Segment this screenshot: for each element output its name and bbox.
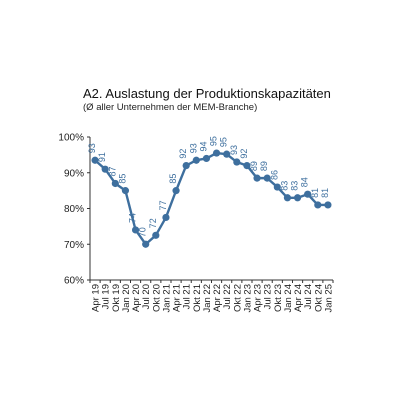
data-label: 81 <box>320 188 330 198</box>
data-label: 85 <box>168 174 178 184</box>
x-tick-label: Okt 20 <box>151 284 162 312</box>
data-point <box>121 187 130 195</box>
x-tick-label: Jan 22 <box>202 284 213 313</box>
data-point <box>101 165 109 173</box>
data-label: 93 <box>229 145 239 155</box>
y-tick-label: 100% <box>58 133 84 144</box>
data-label: 92 <box>239 149 249 159</box>
data-label: 85 <box>117 174 127 184</box>
data-point <box>243 162 251 170</box>
series-line <box>94 151 328 246</box>
x-tick-label: Jul 20 <box>141 284 152 309</box>
x-tick-label: Apr 22 <box>212 284 223 312</box>
data-label: 89 <box>259 161 269 171</box>
data-point <box>324 201 332 209</box>
x-tick-label: Jul 23 <box>263 284 274 309</box>
data-label: 83 <box>290 181 300 191</box>
x-tick-label: Jul 21 <box>182 284 193 309</box>
data-point <box>131 226 140 234</box>
data-point <box>202 154 211 163</box>
x-tick-label: Apr 24 <box>293 284 304 312</box>
data-point <box>142 240 150 248</box>
y-tick-label: 60% <box>64 276 84 287</box>
chart-subtitle: (Ø aller Unternehmen der MEM-Branche) <box>83 102 258 113</box>
data-label: 93 <box>87 143 97 153</box>
x-tick-label: Okt 19 <box>111 284 122 312</box>
data-point <box>283 194 292 202</box>
data-label: 70 <box>138 227 148 237</box>
data-point <box>293 194 302 202</box>
data-label: 87 <box>107 166 117 176</box>
data-label: 84 <box>300 177 310 187</box>
x-tick-label: Apr 21 <box>172 284 183 312</box>
y-tick-label: 80% <box>64 204 84 215</box>
x-tick-label: Jan 25 <box>323 284 334 313</box>
x-tick-label: Jan 23 <box>242 284 253 313</box>
data-point <box>263 174 271 182</box>
data-label: 95 <box>209 136 219 146</box>
x-tick-label: Okt 21 <box>192 284 203 312</box>
data-label: 89 <box>249 161 259 171</box>
x-tick-label: Apr 19 <box>91 284 102 312</box>
y-tick-label: 90% <box>64 168 84 179</box>
data-point <box>273 183 281 191</box>
data-point <box>223 150 231 158</box>
data-point <box>314 201 322 209</box>
data-label: 86 <box>269 170 279 180</box>
x-tick-label: Jul 19 <box>101 284 112 309</box>
x-tick-label: Jul 22 <box>222 284 233 309</box>
data-point <box>304 190 312 198</box>
x-tick-label: Apr 20 <box>131 284 142 312</box>
data-point <box>212 149 221 157</box>
x-tick-label: Jan 20 <box>121 284 132 313</box>
data-label: 94 <box>198 141 208 151</box>
data-point <box>111 179 119 188</box>
data-point <box>253 174 261 182</box>
x-tick-label: Jan 21 <box>161 284 172 313</box>
x-tick-label: Okt 24 <box>313 284 324 312</box>
x-tick-label: Jul 24 <box>303 284 314 309</box>
y-tick-label: 70% <box>64 240 84 251</box>
x-tick-label: Okt 22 <box>232 284 243 312</box>
data-label: 95 <box>219 137 229 147</box>
data-label: 92 <box>178 149 188 159</box>
data-point <box>233 158 241 166</box>
data-label: 93 <box>188 143 198 153</box>
data-label: 91 <box>97 152 107 162</box>
data-point <box>182 162 190 170</box>
data-label: 74 <box>128 213 138 223</box>
data-point <box>172 187 180 195</box>
data-label: 77 <box>158 200 168 210</box>
x-tick-label: Apr 23 <box>253 284 264 312</box>
x-tick-label: Okt 23 <box>273 284 284 312</box>
x-tick-label: Jan 24 <box>283 284 294 313</box>
data-label: 72 <box>148 218 158 228</box>
chart-title: A2. Auslastung der Produktionskapazitäte… <box>83 86 331 101</box>
data-label: 83 <box>279 181 289 191</box>
data-point <box>91 156 99 164</box>
data-label: 81 <box>310 188 320 198</box>
data-point <box>192 156 200 164</box>
data-point <box>162 213 170 222</box>
data-point <box>152 231 160 239</box>
